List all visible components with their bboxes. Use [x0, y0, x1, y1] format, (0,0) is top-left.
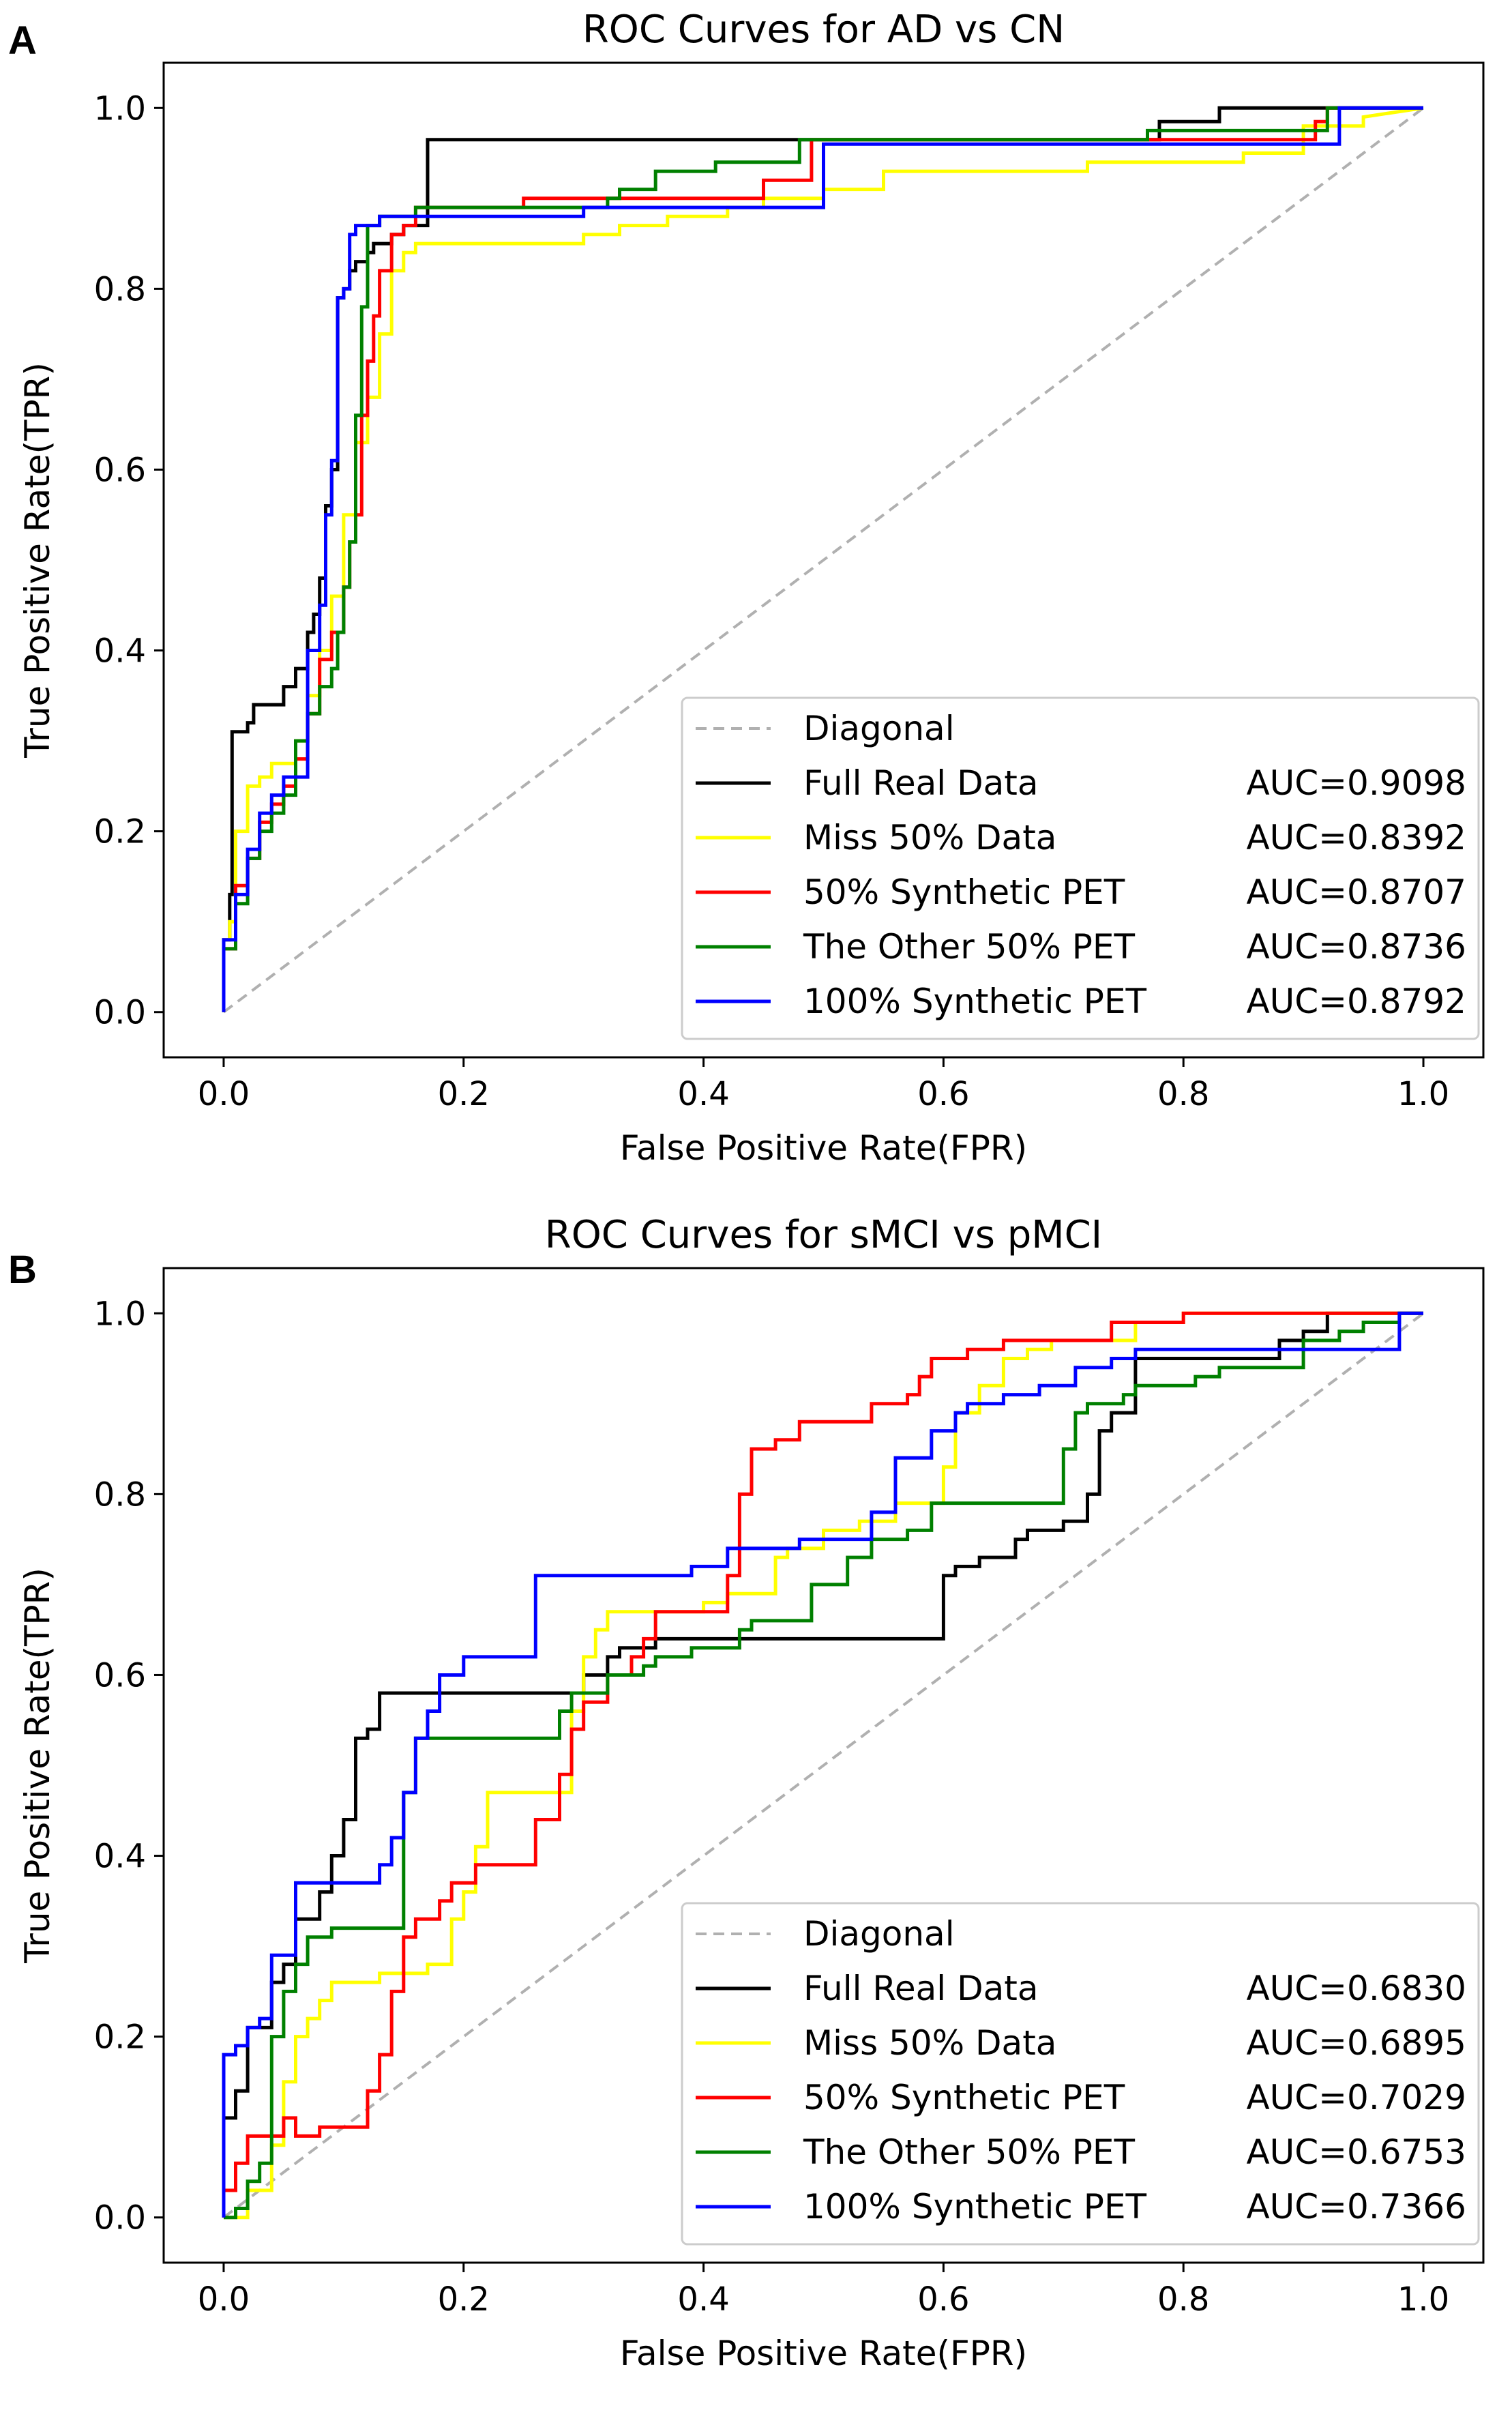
legend: Diagonal Full Real Data AUC=0.9098 Miss 50%… [681, 696, 1480, 1040]
panel-a-letter: A [8, 18, 37, 63]
x-tick-label: 0.8 [1157, 2280, 1209, 2319]
x-tick-label: 0.6 [917, 2280, 969, 2319]
chart-title: ROC Curves for sMCI vs pMCI [545, 1213, 1102, 1257]
y-tick-label: 0.2 [94, 2018, 146, 2057]
legend-label: 100% Synthetic PET [803, 982, 1147, 1021]
x-tick-label: 0.4 [677, 2280, 729, 2319]
legend-auc: AUC=0.6753 [1246, 2132, 1466, 2172]
legend: Diagonal Full Real Data AUC=0.6830 Miss 50%… [681, 1902, 1480, 2246]
legend-auc: AUC=0.7366 [1246, 2187, 1466, 2227]
y-tick-label: 0.2 [94, 813, 146, 851]
x-tick-label: 0.8 [1157, 1075, 1209, 1113]
legend-label: Full Real Data [803, 1969, 1038, 2008]
y-tick-label: 0.0 [94, 994, 146, 1032]
panel-b-letter: B [8, 1248, 37, 1292]
x-tick-label: 0.2 [438, 2280, 490, 2319]
y-axis-label: True Positive Rate(TPR) [18, 362, 57, 759]
series-line-miss-50pct-data [222, 106, 1424, 1012]
y-tick-label: 0.4 [94, 1838, 146, 1876]
legend-auc: AUC=0.8392 [1246, 818, 1466, 857]
legend-label: Miss 50% Data [803, 818, 1056, 857]
x-tick-label: 1.0 [1397, 1075, 1449, 1113]
legend-label: 50% Synthetic PET [803, 872, 1125, 912]
y-tick-label: 0.8 [94, 1475, 146, 1514]
series-line-diagonal [222, 106, 1425, 1014]
legend-auc: AUC=0.6830 [1246, 1969, 1466, 2008]
legend-label: Diagonal [803, 709, 955, 748]
series-line-the-other-50pct-pet [224, 1311, 1423, 2220]
x-tick-label: 0.0 [198, 2280, 250, 2319]
x-tick-label: 0.4 [677, 1075, 729, 1113]
y-tick-label: 0.8 [94, 270, 146, 308]
legend-box [681, 696, 1480, 1040]
series-line-50pct-synthetic-pet [222, 1311, 1423, 2218]
legend-label: Diagonal [803, 1914, 955, 1954]
x-axis-label: False Positive Rate(FPR) [620, 2334, 1027, 2373]
x-axis-label: False Positive Rate(FPR) [620, 1128, 1027, 1168]
chart-title: ROC Curves for AD vs CN [582, 8, 1065, 52]
y-tick-label: 0.0 [94, 2199, 146, 2237]
series-line-diagonal [222, 1312, 1425, 2219]
x-tick-label: 0.0 [198, 1075, 250, 1113]
x-tick-label: 1.0 [1397, 2280, 1449, 2319]
legend-auc: AUC=0.6895 [1246, 2023, 1466, 2063]
series-line-the-other-50pct-pet [222, 106, 1423, 1012]
legend-box [681, 1902, 1480, 2246]
legend-label: 50% Synthetic PET [803, 2078, 1125, 2117]
roc-chart-ad-vs-cn: ROC Curves for AD vs CN 0.0 0.2 0.4 0.6 0.8 1.… [18, 8, 1485, 1168]
legend-auc: AUC=0.8792 [1246, 982, 1466, 1021]
legend-label: The Other 50% PET [803, 927, 1136, 967]
legend-label: Miss 50% Data [803, 2023, 1056, 2063]
legend-label: 100% Synthetic PET [803, 2187, 1147, 2227]
series-line-100pct-synthetic-pet [222, 1311, 1423, 2218]
legend-auc: AUC=0.9098 [1246, 763, 1466, 803]
y-tick-label: 1.0 [94, 89, 146, 128]
legend-auc: AUC=0.7029 [1246, 2078, 1466, 2117]
legend-auc: AUC=0.8707 [1246, 872, 1466, 912]
legend-auc: AUC=0.8736 [1246, 927, 1466, 967]
y-axis-label: True Positive Rate(TPR) [18, 1568, 57, 1964]
series-line-full-real-data [222, 1311, 1423, 2218]
series-line-100pct-synthetic-pet [222, 106, 1423, 1012]
x-tick-label: 0.6 [917, 1075, 969, 1113]
y-tick-label: 1.0 [94, 1295, 146, 1333]
legend-label: The Other 50% PET [803, 2132, 1136, 2172]
legend-label: Full Real Data [803, 763, 1038, 803]
series-line-miss-50pct-data [224, 1311, 1423, 2220]
y-tick-label: 0.6 [94, 451, 146, 489]
x-tick-label: 0.2 [438, 1075, 490, 1113]
y-tick-label: 0.4 [94, 632, 146, 671]
y-tick-label: 0.6 [94, 1656, 146, 1694]
roc-chart-smci-vs-pmci: ROC Curves for sMCI vs pMCI 0.0 0.2 0.4 0.6 0… [18, 1213, 1485, 2373]
